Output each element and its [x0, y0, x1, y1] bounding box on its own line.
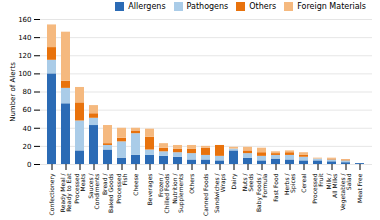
svg-text:Others: Others — [188, 174, 195, 194]
svg-text:140: 140 — [18, 34, 31, 42]
svg-text:100: 100 — [18, 70, 31, 78]
svg-text:Nuts /Seeds: Nuts /Seeds — [241, 173, 254, 192]
svg-text:120: 120 — [18, 52, 31, 60]
svg-text:80: 80 — [23, 88, 32, 96]
svg-text:Beverages: Beverages — [146, 174, 154, 206]
svg-text:60: 60 — [23, 106, 32, 114]
svg-text:ProcessedFruit: ProcessedFruit — [311, 173, 324, 204]
html-text:Foreign Materials: Foreign Materials — [297, 2, 366, 11]
svg-text:160: 160 — [18, 16, 31, 24]
svg-text:0: 0 — [27, 161, 31, 169]
svg-text:Bread /Baked Goods: Bread /Baked Goods — [101, 173, 114, 213]
svg-text:Milk /All Milks: Milk /All Milks — [325, 173, 338, 198]
svg-text:Vegetables /Salad: Vegetables /Salad — [339, 173, 352, 211]
html-text:Allergens: Allergens — [128, 2, 166, 11]
html-text:Others: Others — [249, 2, 277, 11]
svg-text:40: 40 — [23, 124, 32, 132]
svg-text:Sandwiches /Wraps: Sandwiches /Wraps — [213, 173, 227, 213]
svg-text:Nutrition /Supplements: Nutrition /Supplements — [171, 173, 185, 213]
svg-text:Cereal: Cereal — [300, 173, 307, 193]
svg-text:Canned Foods: Canned Foods — [202, 174, 209, 216]
svg-text:ProcessedFish: ProcessedFish — [115, 173, 128, 203]
svg-text:Dairy: Dairy — [230, 173, 238, 189]
svg-text:Baby Foods /Formula: Baby Foods /Formula — [255, 173, 268, 212]
svg-text:Confectionery: Confectionery — [48, 173, 56, 215]
svg-text:Cheese: Cheese — [132, 173, 139, 196]
svg-text:20: 20 — [23, 143, 32, 151]
svg-text:Fast Food: Fast Food — [272, 173, 279, 202]
svg-text:Frozen /Chilled Foods: Frozen /Chilled Foods — [157, 173, 170, 214]
svg-text:Ready Meal /Ready to Eat: Ready Meal /Ready to Eat — [59, 173, 73, 213]
svg-text:Number of Alerts: Number of Alerts — [9, 62, 17, 122]
svg-text:Sauces /Condiments: Sauces /Condiments — [87, 173, 100, 210]
svg-text:ProcessedMeats: ProcessedMeats — [73, 173, 86, 203]
html-text:Pathogens: Pathogens — [186, 2, 229, 11]
svg-text:Meat Free: Meat Free — [356, 173, 363, 203]
svg-text:Herbs /Spices: Herbs /Spices — [283, 173, 297, 196]
